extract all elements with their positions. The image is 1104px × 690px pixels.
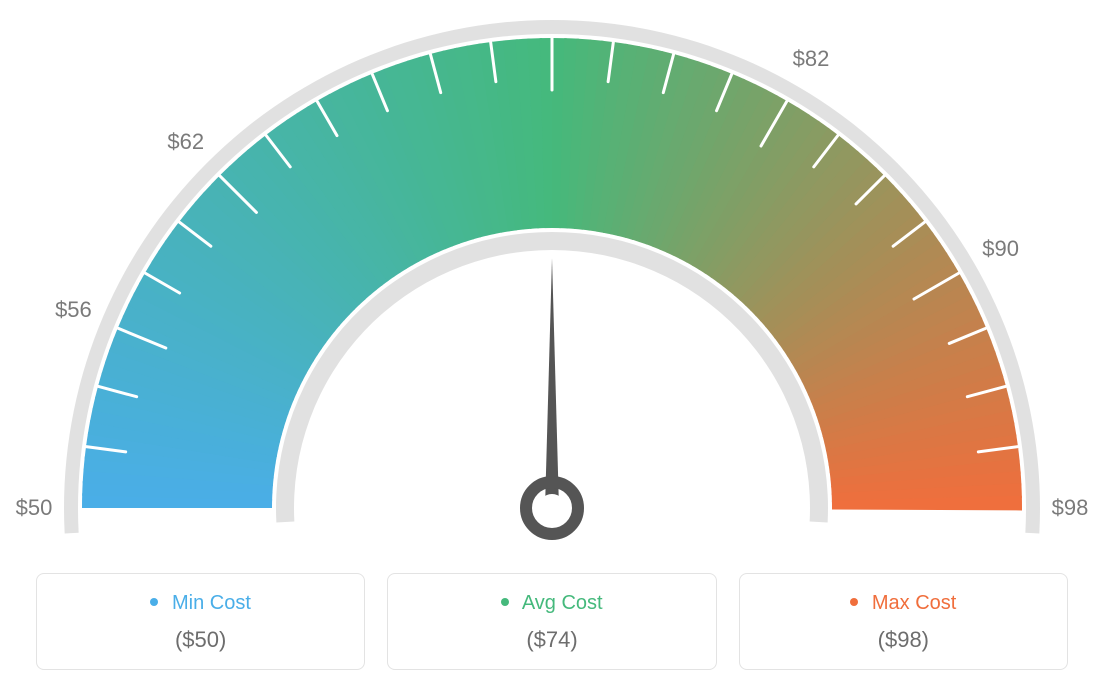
legend-card-max: Max Cost ($98) (739, 573, 1068, 670)
gauge-scale-label: $82 (793, 46, 830, 72)
gauge-scale-label: $90 (982, 236, 1019, 262)
legend-title-max: Max Cost (750, 592, 1057, 615)
legend-label-max: Max Cost (872, 592, 956, 614)
gauge-needle (545, 258, 559, 508)
gauge-scale-label: $62 (167, 129, 204, 155)
legend-value-min: ($50) (47, 627, 354, 653)
legend-value-avg: ($74) (398, 627, 705, 653)
legend-card-min: Min Cost ($50) (36, 573, 365, 670)
legend-card-avg: Avg Cost ($74) (387, 573, 716, 670)
legend-label-min: Min Cost (172, 592, 251, 614)
gauge-scale-label: $50 (16, 495, 53, 521)
gauge-hub-inner (538, 494, 566, 522)
gauge-container: $50 $56 $62 $74 $82 $90 $98 (0, 0, 1104, 540)
gauge-chart (0, 0, 1104, 540)
legend-value-max: ($98) (750, 627, 1057, 653)
legend-dot-min (150, 598, 158, 606)
gauge-scale-label: $74 (534, 0, 571, 3)
gauge-scale-label: $56 (55, 297, 92, 323)
legend-dot-max (850, 598, 858, 606)
legend-dot-avg (501, 598, 509, 606)
gauge-scale-label: $98 (1052, 495, 1089, 521)
legend-title-min: Min Cost (47, 592, 354, 615)
legend-title-avg: Avg Cost (398, 592, 705, 615)
legend-row: Min Cost ($50) Avg Cost ($74) Max Cost (… (36, 573, 1068, 670)
legend-label-avg: Avg Cost (522, 592, 603, 614)
